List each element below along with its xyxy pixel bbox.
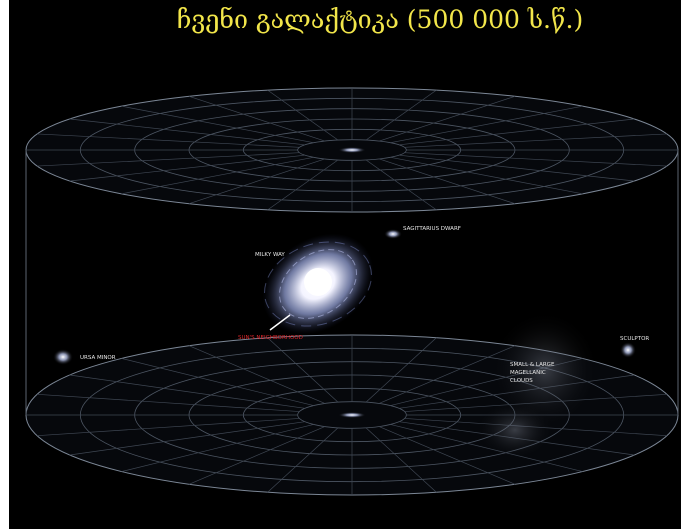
label-line: SMALL & LARGE [510, 362, 555, 368]
spoke [365, 337, 437, 403]
magellanic-haze [475, 400, 555, 460]
spoke [188, 95, 325, 142]
spoke [390, 156, 583, 195]
spoke [121, 424, 314, 472]
spoke [365, 89, 437, 141]
magellanic-haze [490, 310, 600, 430]
spoke [267, 159, 339, 211]
sculptor [620, 342, 636, 358]
label: SUN'S NEIGHBORHOOD [238, 335, 303, 341]
label: SMALL & LARGE MAGELLANIC CLOUDS [510, 362, 556, 384]
label: SAGITTARIUS DWARF [403, 226, 461, 232]
spoke [121, 358, 314, 406]
sagittarius-dwarf [384, 229, 402, 239]
pointer [269, 314, 291, 331]
spiral-arm [279, 249, 357, 319]
spoke [69, 118, 305, 146]
label-line: CLOUDS [510, 378, 533, 384]
label-line: MAGELLANIC [510, 370, 546, 376]
spoke [121, 105, 314, 144]
spoke [37, 418, 300, 437]
spoke [188, 426, 325, 485]
spoke [188, 158, 325, 205]
spoke [404, 133, 667, 148]
ursa-minor [53, 349, 73, 365]
spoke [267, 337, 339, 403]
spoke [365, 427, 437, 493]
spoke [188, 345, 325, 404]
spoke [379, 158, 516, 205]
label: SCULPTOR [620, 336, 649, 342]
spoke [69, 421, 305, 456]
spoke [379, 426, 516, 485]
center-glow [338, 412, 366, 418]
spoke [37, 393, 300, 412]
spoke [37, 152, 300, 167]
spoke [69, 154, 305, 182]
spoke [121, 156, 314, 195]
spoke [267, 89, 339, 141]
spoke [390, 105, 583, 144]
center-glow [338, 147, 366, 153]
label: URSA MINOR [80, 355, 116, 361]
spiral-arm [264, 241, 372, 327]
spoke [267, 427, 339, 493]
spoke [399, 154, 635, 182]
galactic-core [304, 268, 332, 296]
spoke [399, 118, 635, 146]
spoke [365, 159, 437, 211]
spoke [69, 374, 305, 409]
spoke [379, 95, 516, 142]
spoke [37, 133, 300, 148]
title: ჩვენი გალაქტიკა (500 000 ს.წ.) [177, 5, 583, 34]
label: MILKY WAY [255, 252, 285, 258]
spoke [404, 152, 667, 167]
